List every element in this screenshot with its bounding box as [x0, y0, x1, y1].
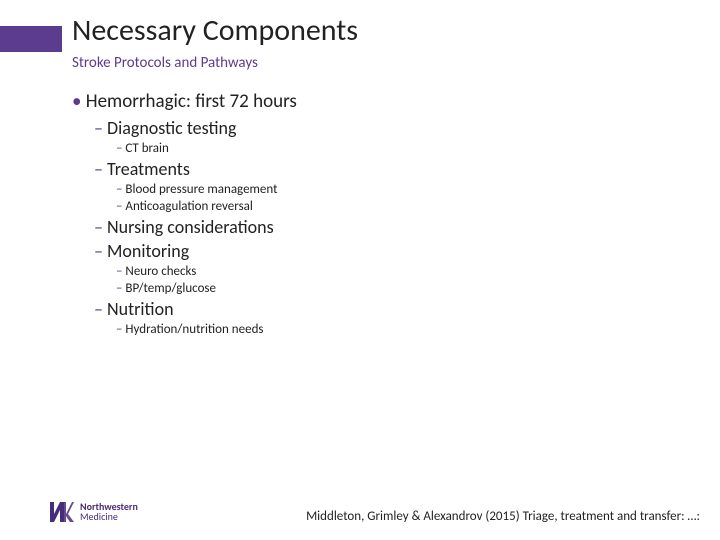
logo-line2: Medicine — [80, 512, 138, 522]
bullet-level2: Monitoring — [94, 240, 690, 262]
bullet-level3: Neuro checks — [116, 264, 690, 279]
bullet-level2: Nursing considerations — [94, 216, 690, 238]
slide-body: Hemorrhagic: first 72 hours Diagnostic t… — [72, 90, 690, 339]
northwestern-logo-text: Northwestern Medicine — [80, 502, 138, 522]
bullet-level2: Treatments — [94, 158, 690, 180]
slide-title: Necessary Components — [72, 12, 358, 49]
bullet-level3: Hydration/nutrition needs — [116, 322, 690, 337]
northwestern-logo-icon — [48, 500, 74, 524]
bullet-level2: Nutrition — [94, 298, 690, 320]
title-accent-bar — [0, 26, 62, 52]
slide-subtitle: Stroke Protocols and Pathways — [72, 54, 258, 72]
citation-text: Middleton, Grimley & Alexandrov (2015) T… — [306, 509, 700, 524]
northwestern-logo: Northwestern Medicine — [48, 500, 138, 524]
bullet-level3: Blood pressure management — [116, 182, 690, 197]
bullet-level3: BP/temp/glucose — [116, 281, 690, 296]
bullet-level3: CT brain — [116, 141, 690, 156]
bullet-level1: Hemorrhagic: first 72 hours — [72, 90, 690, 113]
bullet-level3: Anticoagulation reversal — [116, 199, 690, 214]
bullet-level2: Diagnostic testing — [94, 117, 690, 139]
